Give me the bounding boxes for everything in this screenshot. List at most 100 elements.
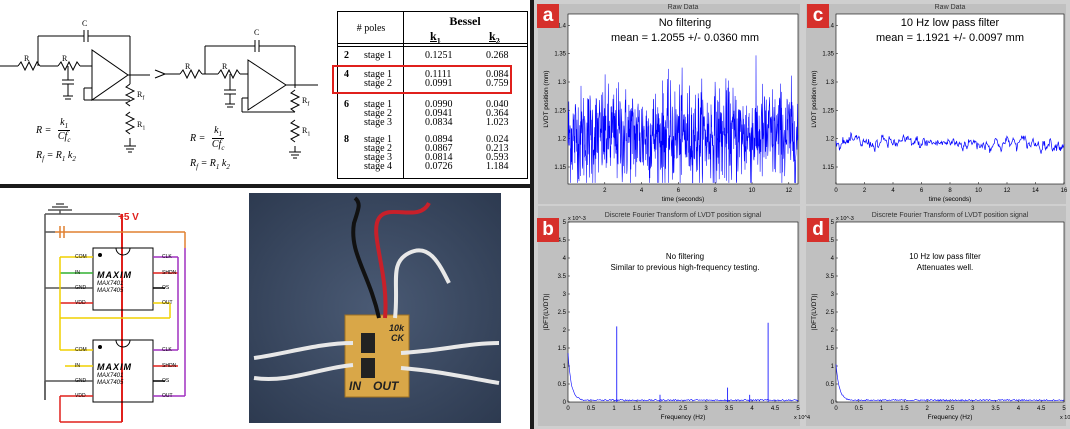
horizontal-divider: [0, 184, 533, 188]
y-tick-label: 3.5: [558, 274, 567, 280]
x-tick-label: 14: [1032, 188, 1039, 194]
x-tick-label: 2: [603, 188, 607, 194]
rf-label: Rf: [137, 90, 145, 102]
x-tick-label: 1: [612, 406, 616, 412]
y-tick-label: 1.5: [826, 346, 835, 352]
x-tick-label: 4: [1017, 406, 1021, 412]
y-tick-label: 3: [563, 292, 567, 298]
y-tick-label: 2.5: [826, 310, 835, 316]
pin-label: GND: [75, 378, 87, 384]
x-tick-label: 6: [920, 188, 924, 194]
y-tick-label: 0.5: [826, 382, 835, 388]
x-axis-label: time (seconds): [929, 196, 972, 203]
table-k1: 0.0834: [425, 117, 453, 128]
annotation-d-2: Attenuates well.: [916, 263, 974, 272]
x-tick-label: 10: [975, 188, 982, 194]
y-tick-label: 5: [563, 220, 567, 226]
y-tick-label: 1.25: [822, 108, 834, 114]
table-k2: 0.268: [486, 50, 509, 61]
x-tick-label: 1.5: [900, 406, 909, 412]
pin-label: SHDN: [162, 270, 177, 276]
table-stage: stage 2: [364, 143, 393, 154]
table-k2: 0.593: [486, 152, 509, 163]
x-axis-label: time (seconds): [662, 196, 705, 203]
table-k1: 0.1111: [425, 69, 452, 80]
table-k2: 0.024: [486, 134, 509, 145]
vertical-divider: [530, 0, 534, 429]
x-tick-label: 2: [863, 188, 867, 194]
y-tick-label: 4: [563, 256, 567, 262]
pin-label: COM: [75, 347, 87, 353]
y-tick-label: 1.2: [826, 137, 835, 143]
x-tick-label: 3.5: [725, 406, 734, 412]
x-tick-label: 3: [971, 406, 975, 412]
x-tick-label: 4: [750, 406, 754, 412]
x-tick-label: 1: [880, 406, 884, 412]
chip-part: MAX7405: [97, 288, 124, 294]
chip-part: MAX7401: [97, 373, 124, 379]
plot-title-b: Discrete Fourier Transform of LVDT posit…: [604, 212, 762, 219]
plot-area-d: [835, 221, 1065, 403]
y-tick-label: 0.5: [558, 382, 567, 388]
board-photo: 10k CK IN OUT: [249, 193, 501, 423]
table-k2: 0.040: [486, 99, 509, 110]
table-stage: stage 1: [364, 50, 393, 61]
pin-label: OS: [162, 378, 170, 384]
panel-letter-d: d: [807, 218, 829, 242]
annotation-b-2: Similar to previous high-frequency testi…: [610, 263, 760, 272]
y-tick-label: 0: [563, 400, 567, 406]
table-stage: stage 3: [364, 117, 393, 128]
x-tick-label: 8: [714, 188, 718, 194]
y-tick-label: 1.25: [554, 108, 566, 114]
highlight-box: [332, 65, 512, 94]
x-tick-label: 10: [749, 188, 756, 194]
table-stage: stage 1: [364, 99, 393, 110]
col-header-k2: k2: [489, 29, 500, 46]
y-tick-label: 1.4: [826, 23, 835, 29]
x-tick-label: 4.5: [771, 406, 780, 412]
pin-label: VDD: [75, 300, 86, 306]
x-tick-label: 2: [658, 406, 662, 412]
pin-label: IN: [75, 363, 80, 369]
chip-brand: MAXIM: [97, 362, 132, 372]
annotation-c-2: mean = 1.1921 +/- 0.0097 mm: [876, 32, 1024, 44]
panel-letter-a: a: [537, 4, 559, 28]
formula-rf: Rf = R1 k2: [190, 158, 230, 171]
pin-label: OS: [162, 285, 170, 291]
col-header-poles: # poles: [356, 23, 386, 34]
plot-area-b: [567, 221, 799, 403]
y-tick-label: 1.15: [822, 165, 834, 171]
x-tick-label: 0: [834, 188, 838, 194]
y-tick-label: 0: [831, 400, 835, 406]
table-k1: 0.0894: [425, 134, 453, 145]
x-axis-label: Frequency (Hz): [928, 414, 973, 421]
table-k1: 0.0867: [425, 143, 453, 154]
y-axis-label: |DFT(LVDT)|: [543, 293, 550, 330]
x-tick-label: 0.5: [587, 406, 596, 412]
resistor-label: R: [222, 62, 228, 71]
table-k1: 0.0990: [425, 99, 453, 110]
chip-part: MAX7405: [97, 380, 124, 386]
table-stage: stage 1: [364, 69, 393, 80]
x-axis-label: Frequency (Hz): [661, 414, 706, 421]
y-tick-label: 3.5: [826, 274, 835, 280]
y-tick-label: 1.3: [826, 80, 835, 86]
dft-line-b: [567, 353, 799, 402]
table-stage: stage 1: [364, 134, 393, 145]
x-tick-label: 1.5: [633, 406, 642, 412]
pin-label: OUT: [162, 393, 173, 399]
dft-line-d: [835, 364, 1065, 402]
table-k2: 1.023: [486, 117, 509, 128]
pin-label: SHDN: [162, 363, 177, 369]
table-stage: stage 4: [364, 161, 393, 172]
table-k2: 0.084: [486, 69, 509, 80]
y-tick-label: 5: [831, 220, 835, 226]
col-header-k1: k1: [430, 29, 441, 46]
y-tick-label: 1.2: [558, 137, 567, 143]
x-tick-label: 4: [891, 188, 895, 194]
x-tick-label: 12: [1004, 188, 1011, 194]
y-tick-label: 1.4: [558, 23, 567, 29]
y-tick-label: 2.5: [558, 310, 567, 316]
x-tick-label: 3: [704, 406, 708, 412]
